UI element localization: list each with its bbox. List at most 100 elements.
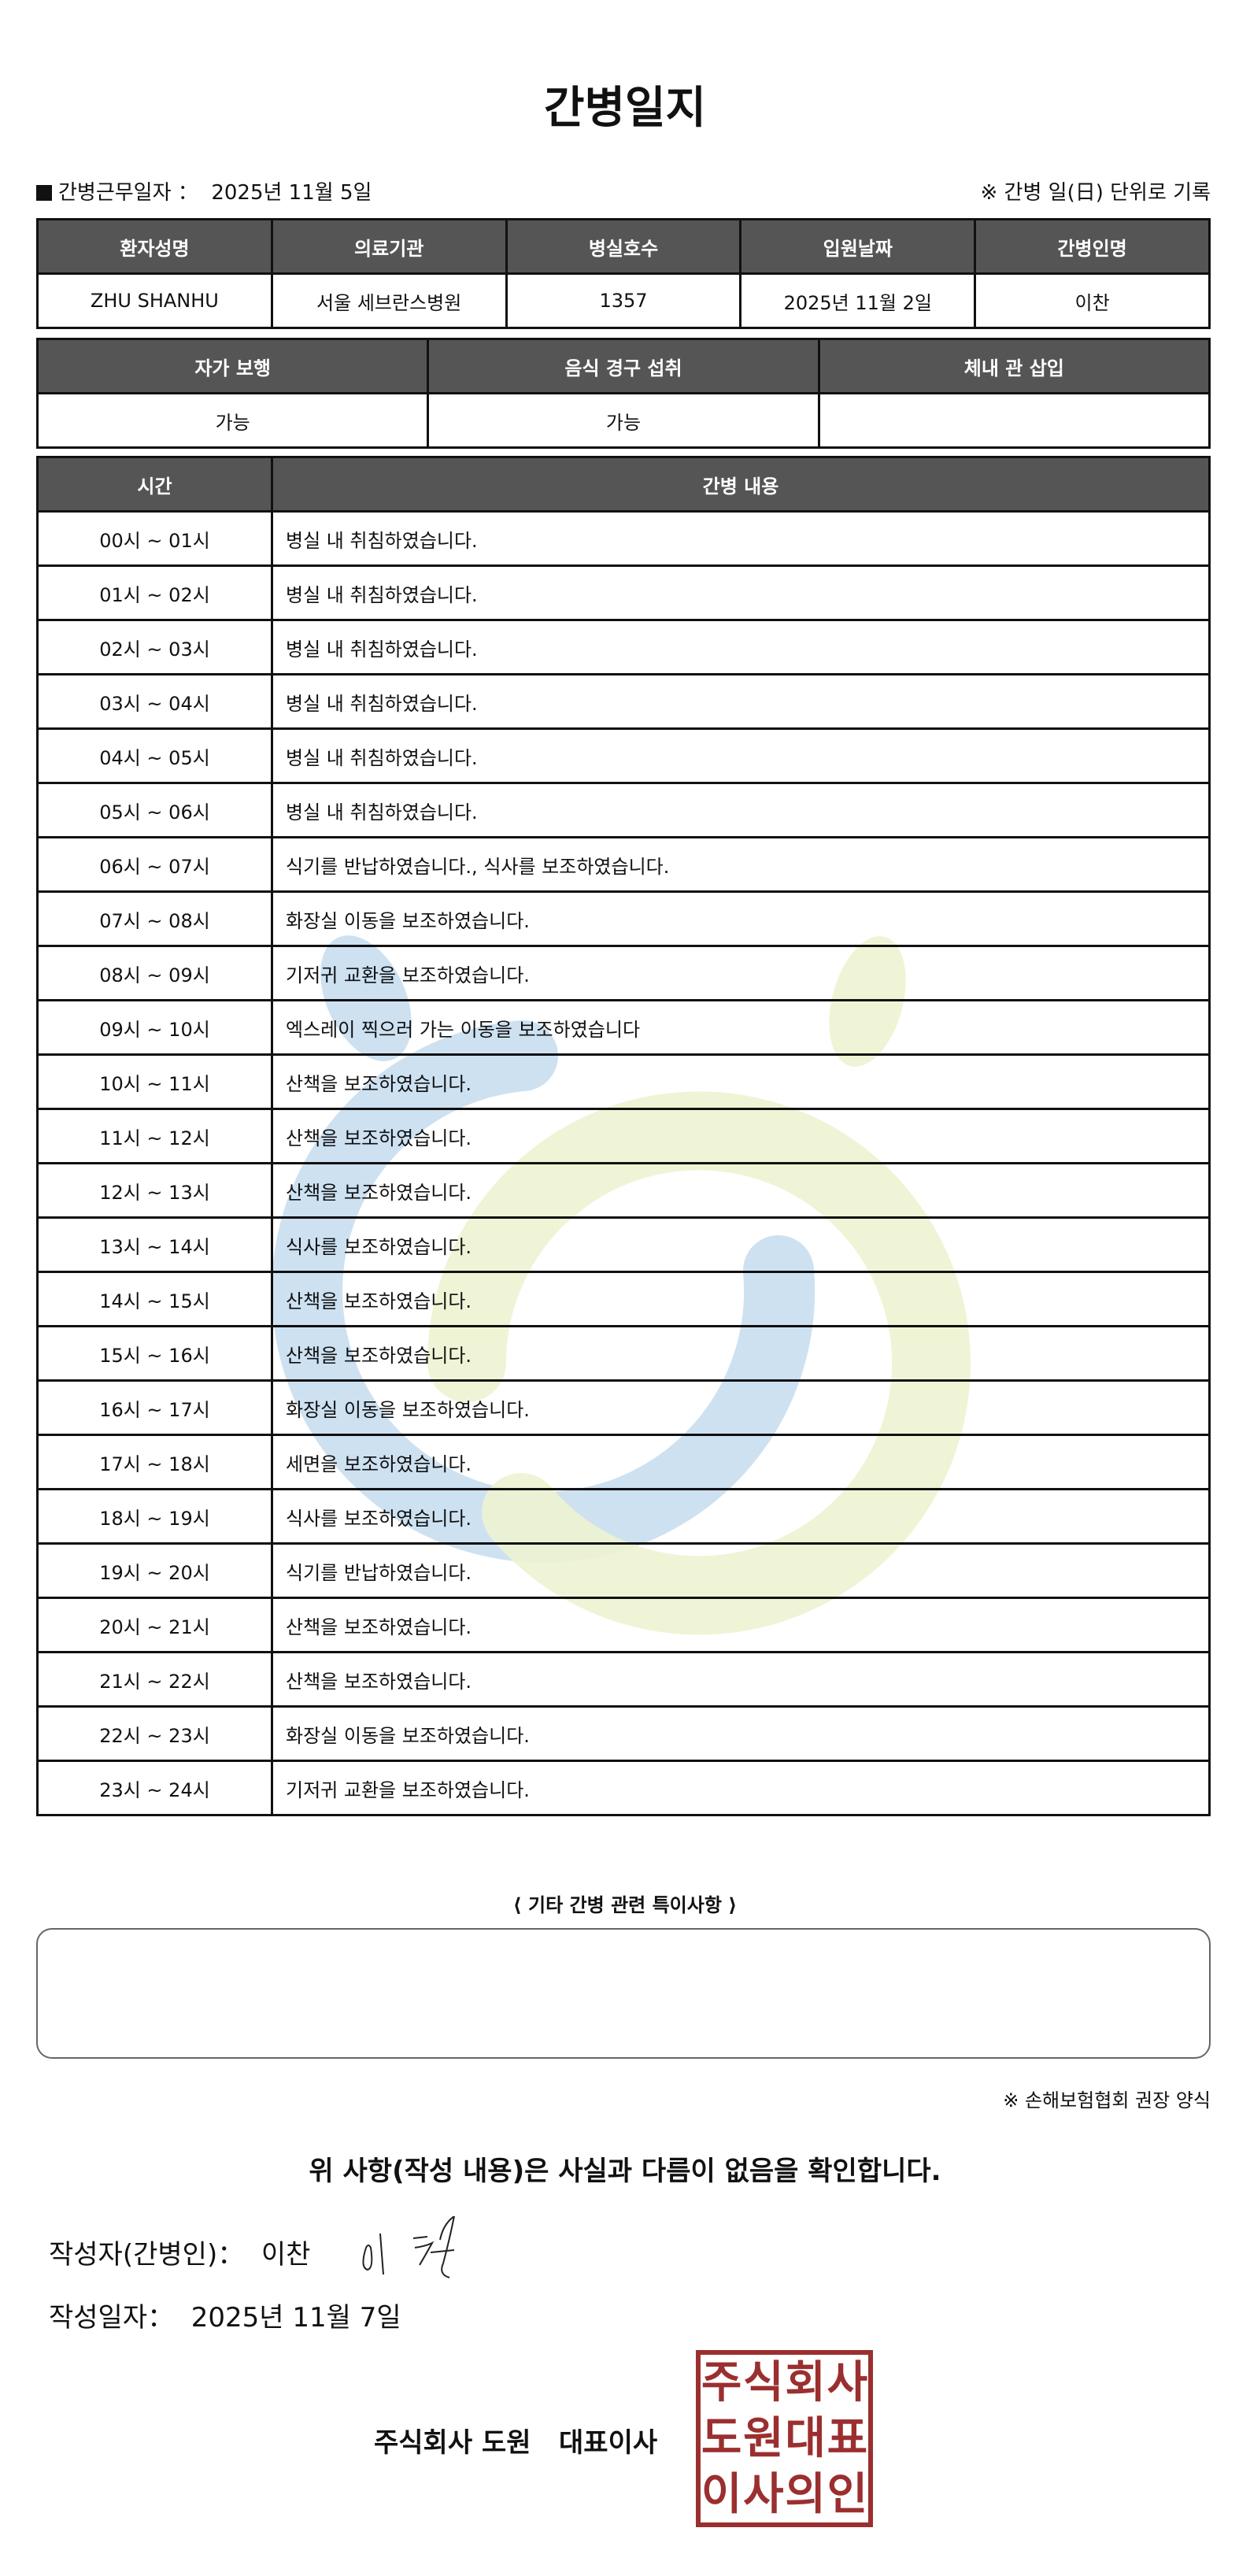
write-date-value: 2025년 11월 7일 — [190, 2302, 401, 2334]
time-cell: 02시 ~ 03시 — [36, 619, 273, 675]
patient-value: 2025년 11월 2일 — [739, 272, 977, 329]
time-cell: 20시 ~ 21시 — [36, 1597, 273, 1653]
care-log-table: 시간 간병 내용 00시 ~ 01시 병실 내 취침하였습니다. 01시 ~ 02시 병… — [36, 456, 1211, 1816]
stamp-char: 표 — [827, 2412, 868, 2464]
content-cell: 병실 내 취침하였습니다. — [271, 782, 1211, 838]
stamp-char: 이 — [701, 2468, 742, 2520]
table-row: 01시 ~ 02시 병실 내 취침하였습니다. — [36, 564, 1211, 621]
table-row: 03시 ~ 04시 병실 내 취침하였습니다. — [36, 673, 1211, 730]
content-cell: 산책을 보조하였습니다. — [271, 1597, 1211, 1653]
time-cell: 05시 ~ 06시 — [36, 782, 273, 838]
table-row: 20시 ~ 21시 산책을 보조하였습니다. — [36, 1597, 1211, 1653]
content-cell: 식사를 보조하였습니다. — [271, 1216, 1211, 1273]
stamp-char: 식 — [743, 2356, 784, 2408]
table-row: 09시 ~ 10시 엑스레이 찍으러 가는 이동을 보조하였습니다 — [36, 999, 1211, 1056]
content-cell: 산책을 보조하였습니다. — [271, 1053, 1211, 1110]
table-row: 14시 ~ 15시 산책을 보조하였습니다. — [36, 1271, 1211, 1327]
table-row: 05시 ~ 06시 병실 내 취침하였습니다. — [36, 782, 1211, 838]
time-cell: 06시 ~ 07시 — [36, 836, 273, 893]
content-cell: 세면을 보조하였습니다. — [271, 1434, 1211, 1490]
content-cell: 산책을 보조하였습니다. — [271, 1162, 1211, 1219]
table-row: 13시 ~ 14시 식사를 보조하였습니다. — [36, 1216, 1211, 1273]
content-cell: 병실 내 취침하였습니다. — [271, 619, 1211, 675]
stamp-char: 도 — [701, 2412, 742, 2464]
patient-header: 의료기관 — [270, 218, 508, 275]
signature — [362, 2216, 456, 2278]
form-note: ※ 손해보험협회 권장 양식 — [1003, 2089, 1211, 2112]
time-cell: 09시 ~ 10시 — [36, 999, 273, 1056]
writer-name: 이찬 — [261, 2239, 311, 2271]
work-date-label: 간병근무일자 ： — [58, 181, 198, 205]
content-cell: 산책을 보조하였습니다. — [271, 1651, 1211, 1708]
confirm-statement: 위 사항(작성 내용)은 사실과 다름이 없음을 확인합니다. — [309, 2156, 941, 2187]
square-bullet-icon — [36, 185, 52, 201]
content-cell: 산책을 보조하였습니다. — [271, 1108, 1211, 1164]
patient-value: 이찬 — [974, 272, 1211, 329]
stamp-char: 사 — [743, 2468, 784, 2520]
content-cell: 병실 내 취침하였습니다. — [271, 727, 1211, 784]
time-cell: 11시 ~ 12시 — [36, 1108, 273, 1164]
time-cell: 08시 ~ 09시 — [36, 945, 273, 1001]
time-cell: 12시 ~ 13시 — [36, 1162, 273, 1219]
patient-table: 환자성명 의료기관 병실호수 입원날짜 간병인명 ZHU SHANHU 서울 세브란스병원 1… — [36, 218, 1211, 329]
header-time: 시간 — [36, 456, 273, 513]
write-date-label: 작성일자： — [49, 2302, 175, 2334]
time-cell: 13시 ~ 14시 — [36, 1216, 273, 1273]
notes-title: ⟨ 기타 간병 관련 특이사항 ⟩ — [512, 1894, 738, 1916]
time-cell: 19시 ~ 20시 — [36, 1542, 273, 1599]
stamp-char: 원 — [743, 2412, 784, 2464]
company-representative: 주식회사 도원 대표이사 — [374, 2427, 658, 2459]
table-row: 23시 ~ 24시 기저귀 교환을 보조하였습니다. — [36, 1760, 1211, 1816]
write-date-line: 작성일자： 2025년 11월 7일 — [49, 2296, 401, 2334]
content-cell: 병실 내 취침하였습니다. — [271, 673, 1211, 730]
time-cell: 07시 ~ 08시 — [36, 890, 273, 947]
time-cell: 01시 ~ 02시 — [36, 564, 273, 621]
table-row: 00시 ~ 01시 병실 내 취침하였습니다. — [36, 510, 1211, 567]
time-cell: 00시 ~ 01시 — [36, 510, 273, 567]
table-row: 04시 ~ 05시 병실 내 취침하였습니다. — [36, 727, 1211, 784]
content-cell: 기저귀 교환을 보조하였습니다. — [271, 945, 1211, 1001]
stamp-char: 사 — [827, 2356, 868, 2408]
table-row: 08시 ~ 09시 기저귀 교환을 보조하였습니다. — [36, 945, 1211, 1001]
content-cell: 식기를 반납하였습니다. — [271, 1542, 1211, 1599]
table-row: 22시 ~ 23시 화장실 이동을 보조하였습니다. — [36, 1705, 1211, 1762]
status-table: 자가 보행 음식 경구 섭취 체내 관 삽입 가능 가능 — [35, 338, 1211, 449]
time-cell: 03시 ~ 04시 — [36, 673, 273, 730]
status-value — [817, 392, 1211, 449]
stamp-char: 대 — [785, 2412, 826, 2464]
patient-value: 1357 — [505, 272, 742, 329]
status-header: 자가 보행 — [35, 338, 430, 394]
content-cell: 엑스레이 찍으러 가는 이동을 보조하였습니다 — [271, 999, 1211, 1056]
time-cell: 18시 ~ 19시 — [36, 1488, 273, 1545]
page-title: 간병일지 — [543, 83, 707, 134]
notes-box — [36, 1928, 1211, 2059]
time-cell: 04시 ~ 05시 — [36, 727, 273, 784]
time-cell: 10시 ~ 11시 — [36, 1053, 273, 1110]
content-cell: 산책을 보조하였습니다. — [271, 1325, 1211, 1382]
content-cell: 화장실 이동을 보조하였습니다. — [271, 1379, 1211, 1436]
time-cell: 16시 ~ 17시 — [36, 1379, 273, 1436]
status-value: 가능 — [35, 392, 430, 449]
table-row: 06시 ~ 07시 식기를 반납하였습니다., 식사를 보조하였습니다. — [36, 836, 1211, 893]
patient-header: 환자성명 — [36, 218, 273, 275]
work-date-line: 간병근무일자 ： 2025년 11월 5일 ※ 간병 일(日) 단위로 기록 — [36, 176, 1211, 205]
time-cell: 15시 ~ 16시 — [36, 1325, 273, 1382]
patient-header: 입원날짜 — [739, 218, 977, 275]
content-cell: 화장실 이동을 보조하였습니다. — [271, 1705, 1211, 1762]
patient-value: 서울 세브란스병원 — [270, 272, 508, 329]
stamp-char: 회 — [785, 2356, 826, 2408]
content-cell: 병실 내 취침하였습니다. — [271, 510, 1211, 567]
table-row: 02시 ~ 03시 병실 내 취침하였습니다. — [36, 619, 1211, 675]
time-cell: 17시 ~ 18시 — [36, 1434, 273, 1490]
status-header: 음식 경구 섭취 — [427, 338, 820, 394]
table-row: 18시 ~ 19시 식사를 보조하였습니다. — [36, 1488, 1211, 1545]
table-row: 19시 ~ 20시 식기를 반납하였습니다. — [36, 1542, 1211, 1599]
table-row: 11시 ~ 12시 산책을 보조하였습니다. — [36, 1108, 1211, 1164]
table-row: 10시 ~ 11시 산책을 보조하였습니다. — [36, 1053, 1211, 1110]
time-cell: 22시 ~ 23시 — [36, 1705, 273, 1762]
time-cell: 23시 ~ 24시 — [36, 1760, 273, 1816]
content-cell: 식사를 보조하였습니다. — [271, 1488, 1211, 1545]
time-cell: 14시 ~ 15시 — [36, 1271, 273, 1327]
content-cell: 산책을 보조하였습니다. — [271, 1271, 1211, 1327]
work-date: 간병근무일자 ： 2025년 11월 5일 — [36, 176, 372, 205]
